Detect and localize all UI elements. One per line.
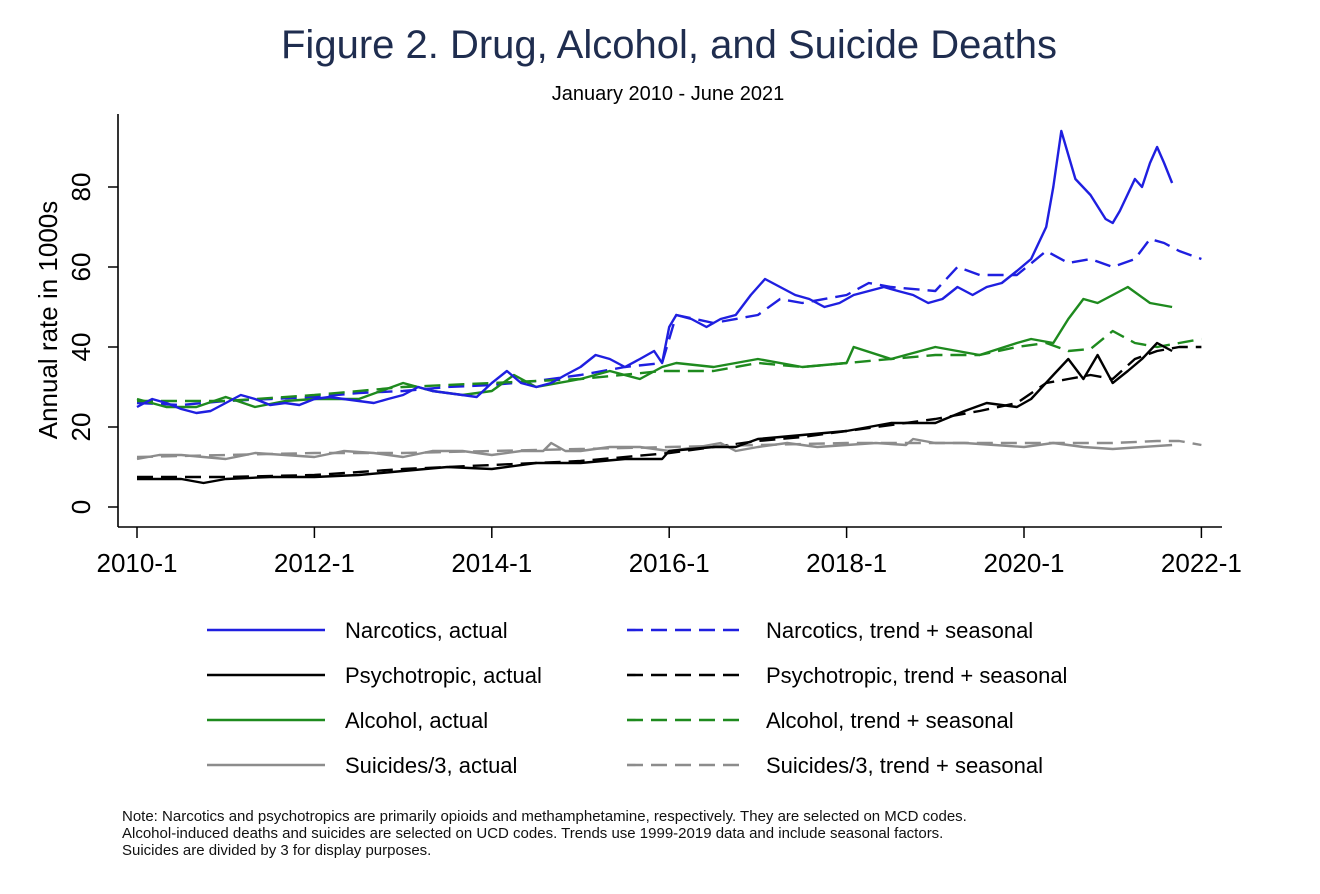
y-axis-label: Annual rate in 1000s: [33, 201, 63, 440]
series-line-psychotropic-trend-seasonal: [137, 345, 1202, 479]
chart-title: Figure 2. Drug, Alcohol, and Suicide Dea…: [281, 23, 1057, 67]
line-chart: Figure 2. Drug, Alcohol, and Suicide Dea…: [33, 23, 1242, 778]
x-tick-label: 2016-1: [629, 548, 710, 578]
footnote-line: Alcohol-induced deaths and suicides are …: [122, 825, 944, 842]
series-line-alcohol-actual: [136, 285, 1173, 409]
footnote: Note: Narcotics and psychotropics are pr…: [122, 808, 1242, 859]
series-line-narcotics-actual: [136, 129, 1174, 415]
axes: 0 20 40 60 80 2010-1 2012-1 2014-1 2016-1 2018-1 2…: [66, 114, 1242, 578]
legend-label: Alcohol, actual: [345, 708, 488, 733]
y-tick-label: 40: [66, 333, 96, 362]
legend-label: Suicides/3, trend + seasonal: [766, 753, 1043, 778]
x-tick-label: 2018-1: [806, 548, 887, 578]
legend-label: Psychotropic, actual: [345, 663, 542, 688]
legend-label: Psychotropic, trend + seasonal: [766, 663, 1067, 688]
footnote-line: Note: Narcotics and psychotropics are pr…: [122, 808, 967, 825]
y-tick-label: 60: [66, 253, 96, 282]
legend-label: Suicides/3, actual: [345, 753, 517, 778]
legend-label: Alcohol, trend + seasonal: [766, 708, 1014, 733]
x-tick-label: 2012-1: [274, 548, 355, 578]
legend-label: Narcotics, actual: [345, 618, 508, 643]
y-tick-label: 0: [66, 500, 96, 514]
series-line-psychotropic-actual: [137, 341, 1173, 485]
series-line-suicides-3-actual: [136, 437, 1173, 461]
x-tick-label: 2020-1: [984, 548, 1065, 578]
y-tick-label: 80: [66, 173, 96, 202]
legend-label: Narcotics, trend + seasonal: [766, 618, 1033, 643]
series-line-narcotics-trend-seasonal: [136, 237, 1202, 407]
footnote-line: Suicides are divided by 3 for display pu…: [122, 842, 432, 859]
series-layer: [136, 129, 1202, 485]
x-tick-label: 2010-1: [97, 548, 178, 578]
chart-subtitle: January 2010 - June 2021: [552, 83, 784, 105]
y-tick-label: 20: [66, 413, 96, 442]
x-tick-label: 2014-1: [451, 548, 532, 578]
x-tick-label: 2022-1: [1161, 548, 1242, 578]
legend: Narcotics, actual Narcotics, trend + seas…: [207, 618, 1067, 778]
